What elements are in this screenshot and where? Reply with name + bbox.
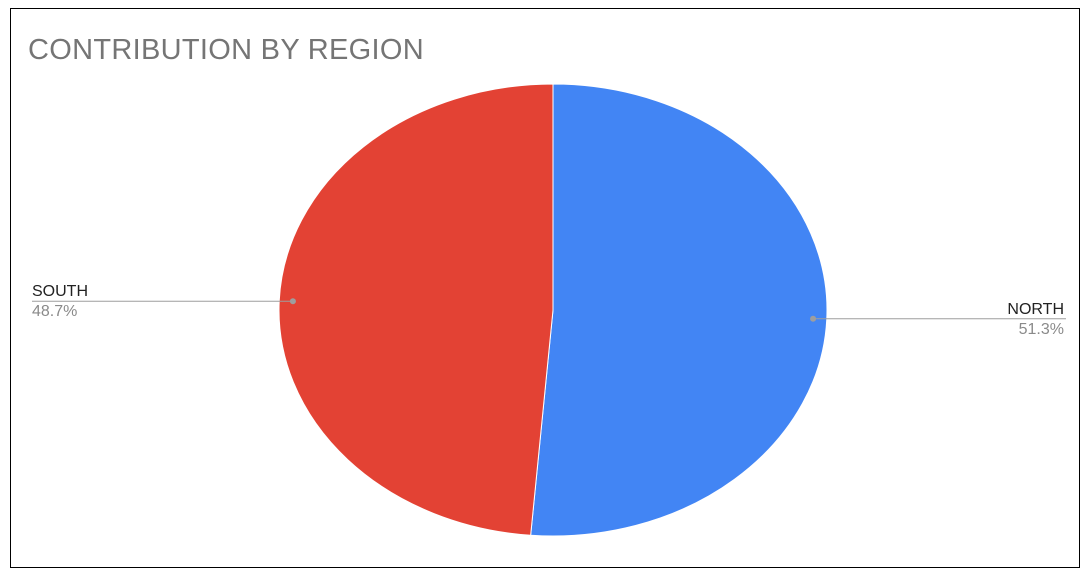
pie-slice-north [530, 83, 828, 537]
slice-label-south: SOUTH [32, 283, 88, 300]
chart-title: CONTRIBUTION BY REGION [28, 34, 424, 66]
slice-label-north: NORTH [1007, 301, 1064, 318]
leader-dot-south [289, 298, 296, 305]
leader-dot-north [810, 315, 817, 322]
pie-slice-south [278, 83, 554, 536]
slice-percent-south: 48.7% [32, 303, 77, 320]
slice-percent-north: 51.3% [1019, 321, 1064, 338]
